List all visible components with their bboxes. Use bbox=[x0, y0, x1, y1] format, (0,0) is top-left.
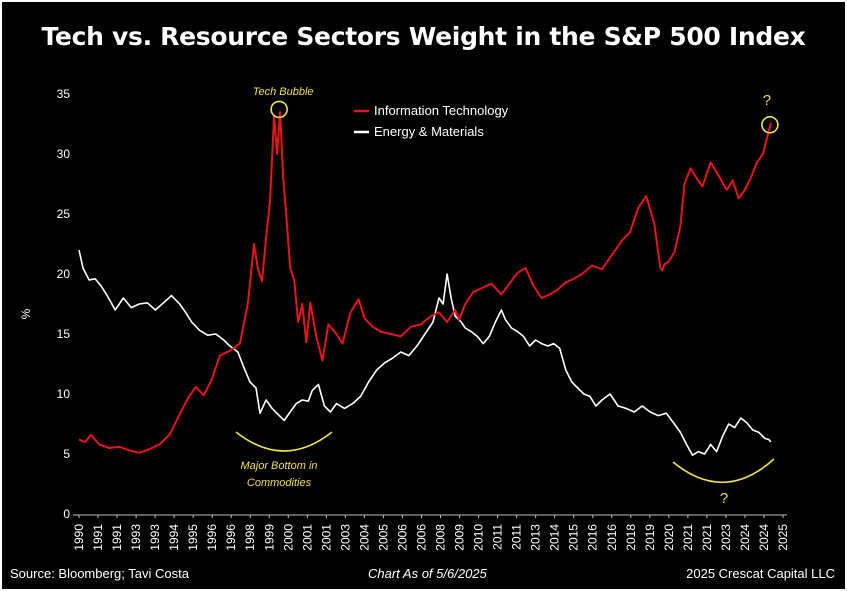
y-tick-label: 10 bbox=[57, 387, 71, 401]
x-tick-label: 1994 bbox=[167, 524, 181, 551]
x-tick-label: 2014 bbox=[548, 524, 562, 551]
x-tick-label: 2016 bbox=[586, 524, 600, 551]
x-tick-label: 2013 bbox=[529, 524, 543, 551]
x-tick-label: 2020 bbox=[662, 524, 676, 551]
recent-bottom-arc bbox=[672, 458, 775, 484]
source-note: Source: Bloomberg; Tavi Costa bbox=[10, 566, 189, 581]
series-line-energy-materials bbox=[78, 249, 772, 457]
y-tick-label: 30 bbox=[57, 147, 71, 161]
x-tick-label: 1996 bbox=[205, 524, 219, 551]
legend-label-energy: Energy & Materials bbox=[374, 124, 484, 139]
annotation-question-bottom: ? bbox=[720, 490, 728, 507]
x-tick-label: 2024 bbox=[757, 524, 771, 551]
y-tick-label: 20 bbox=[57, 267, 71, 281]
x-tick-label: 2025 bbox=[776, 524, 790, 551]
annotation-question-top: ? bbox=[763, 92, 771, 109]
latest-value-circle bbox=[761, 116, 779, 134]
x-tick-label: 1990 bbox=[72, 524, 86, 551]
tech-bubble-circle bbox=[270, 100, 288, 119]
y-tick-label: 15 bbox=[57, 327, 71, 341]
x-tick-label: 2021 bbox=[700, 524, 714, 551]
chart-title: Tech vs. Resource Sectors Weight in the … bbox=[41, 22, 806, 51]
x-tick-label: 1993 bbox=[129, 524, 143, 551]
y-tick-label: 0 bbox=[63, 507, 70, 521]
x-tick-label: 2021 bbox=[681, 524, 695, 551]
x-tick-label: 2000 bbox=[281, 524, 295, 551]
y-axis-label: % bbox=[19, 308, 33, 319]
x-tick-label: 2006 bbox=[414, 524, 428, 551]
x-tick-label: 1995 bbox=[186, 524, 200, 551]
x-tick-label: 1999 bbox=[262, 524, 276, 551]
x-tick-label: 2019 bbox=[643, 524, 657, 551]
copyright-credit: 2025 Crescat Capital LLC bbox=[686, 566, 835, 581]
annotation-tech-bubble: Tech Bubble bbox=[253, 86, 314, 98]
x-tick-label: 1996 bbox=[224, 524, 238, 551]
x-tick-label: 2006 bbox=[395, 524, 409, 551]
x-tick-label: 1998 bbox=[243, 524, 257, 551]
y-tick-label: 25 bbox=[57, 207, 71, 221]
legend-label-it: Information Technology bbox=[374, 103, 509, 118]
x-tick-label: 2003 bbox=[338, 524, 352, 551]
x-tick-label: 2010 bbox=[472, 524, 486, 551]
x-tick-label: 2023 bbox=[719, 524, 733, 551]
annotation-major-bottom: Major Bottom in bbox=[240, 460, 317, 472]
x-tick-label: 2024 bbox=[738, 524, 752, 551]
y-tick-label: 35 bbox=[57, 87, 71, 101]
x-tick-label: 2009 bbox=[453, 524, 467, 551]
x-tick-label: 2011 bbox=[510, 524, 524, 550]
x-tick-label: 2005 bbox=[376, 524, 390, 551]
x-tick-label: 1991 bbox=[91, 524, 105, 551]
annotation-commodities: Commodities bbox=[247, 477, 312, 489]
as-of-date: Chart As of 5/6/2025 bbox=[368, 566, 487, 581]
commodities-bottom-arc bbox=[235, 431, 333, 452]
y-tick-label: 5 bbox=[63, 447, 70, 461]
x-tick-label: 2004 bbox=[357, 524, 371, 551]
x-tick-label: 2008 bbox=[434, 524, 448, 551]
x-tick-label: 2015 bbox=[567, 524, 581, 551]
series-line-information-technology bbox=[78, 111, 772, 454]
x-tick-label: 2011 bbox=[491, 524, 505, 550]
x-tick-label: 2018 bbox=[624, 524, 638, 551]
x-tick-label: 1991 bbox=[110, 524, 124, 551]
x-tick-label: 1993 bbox=[148, 524, 162, 551]
x-tick-label: 2016 bbox=[605, 524, 619, 551]
x-tick-label: 2001 bbox=[300, 524, 314, 551]
x-tick-label: 2001 bbox=[319, 524, 333, 551]
